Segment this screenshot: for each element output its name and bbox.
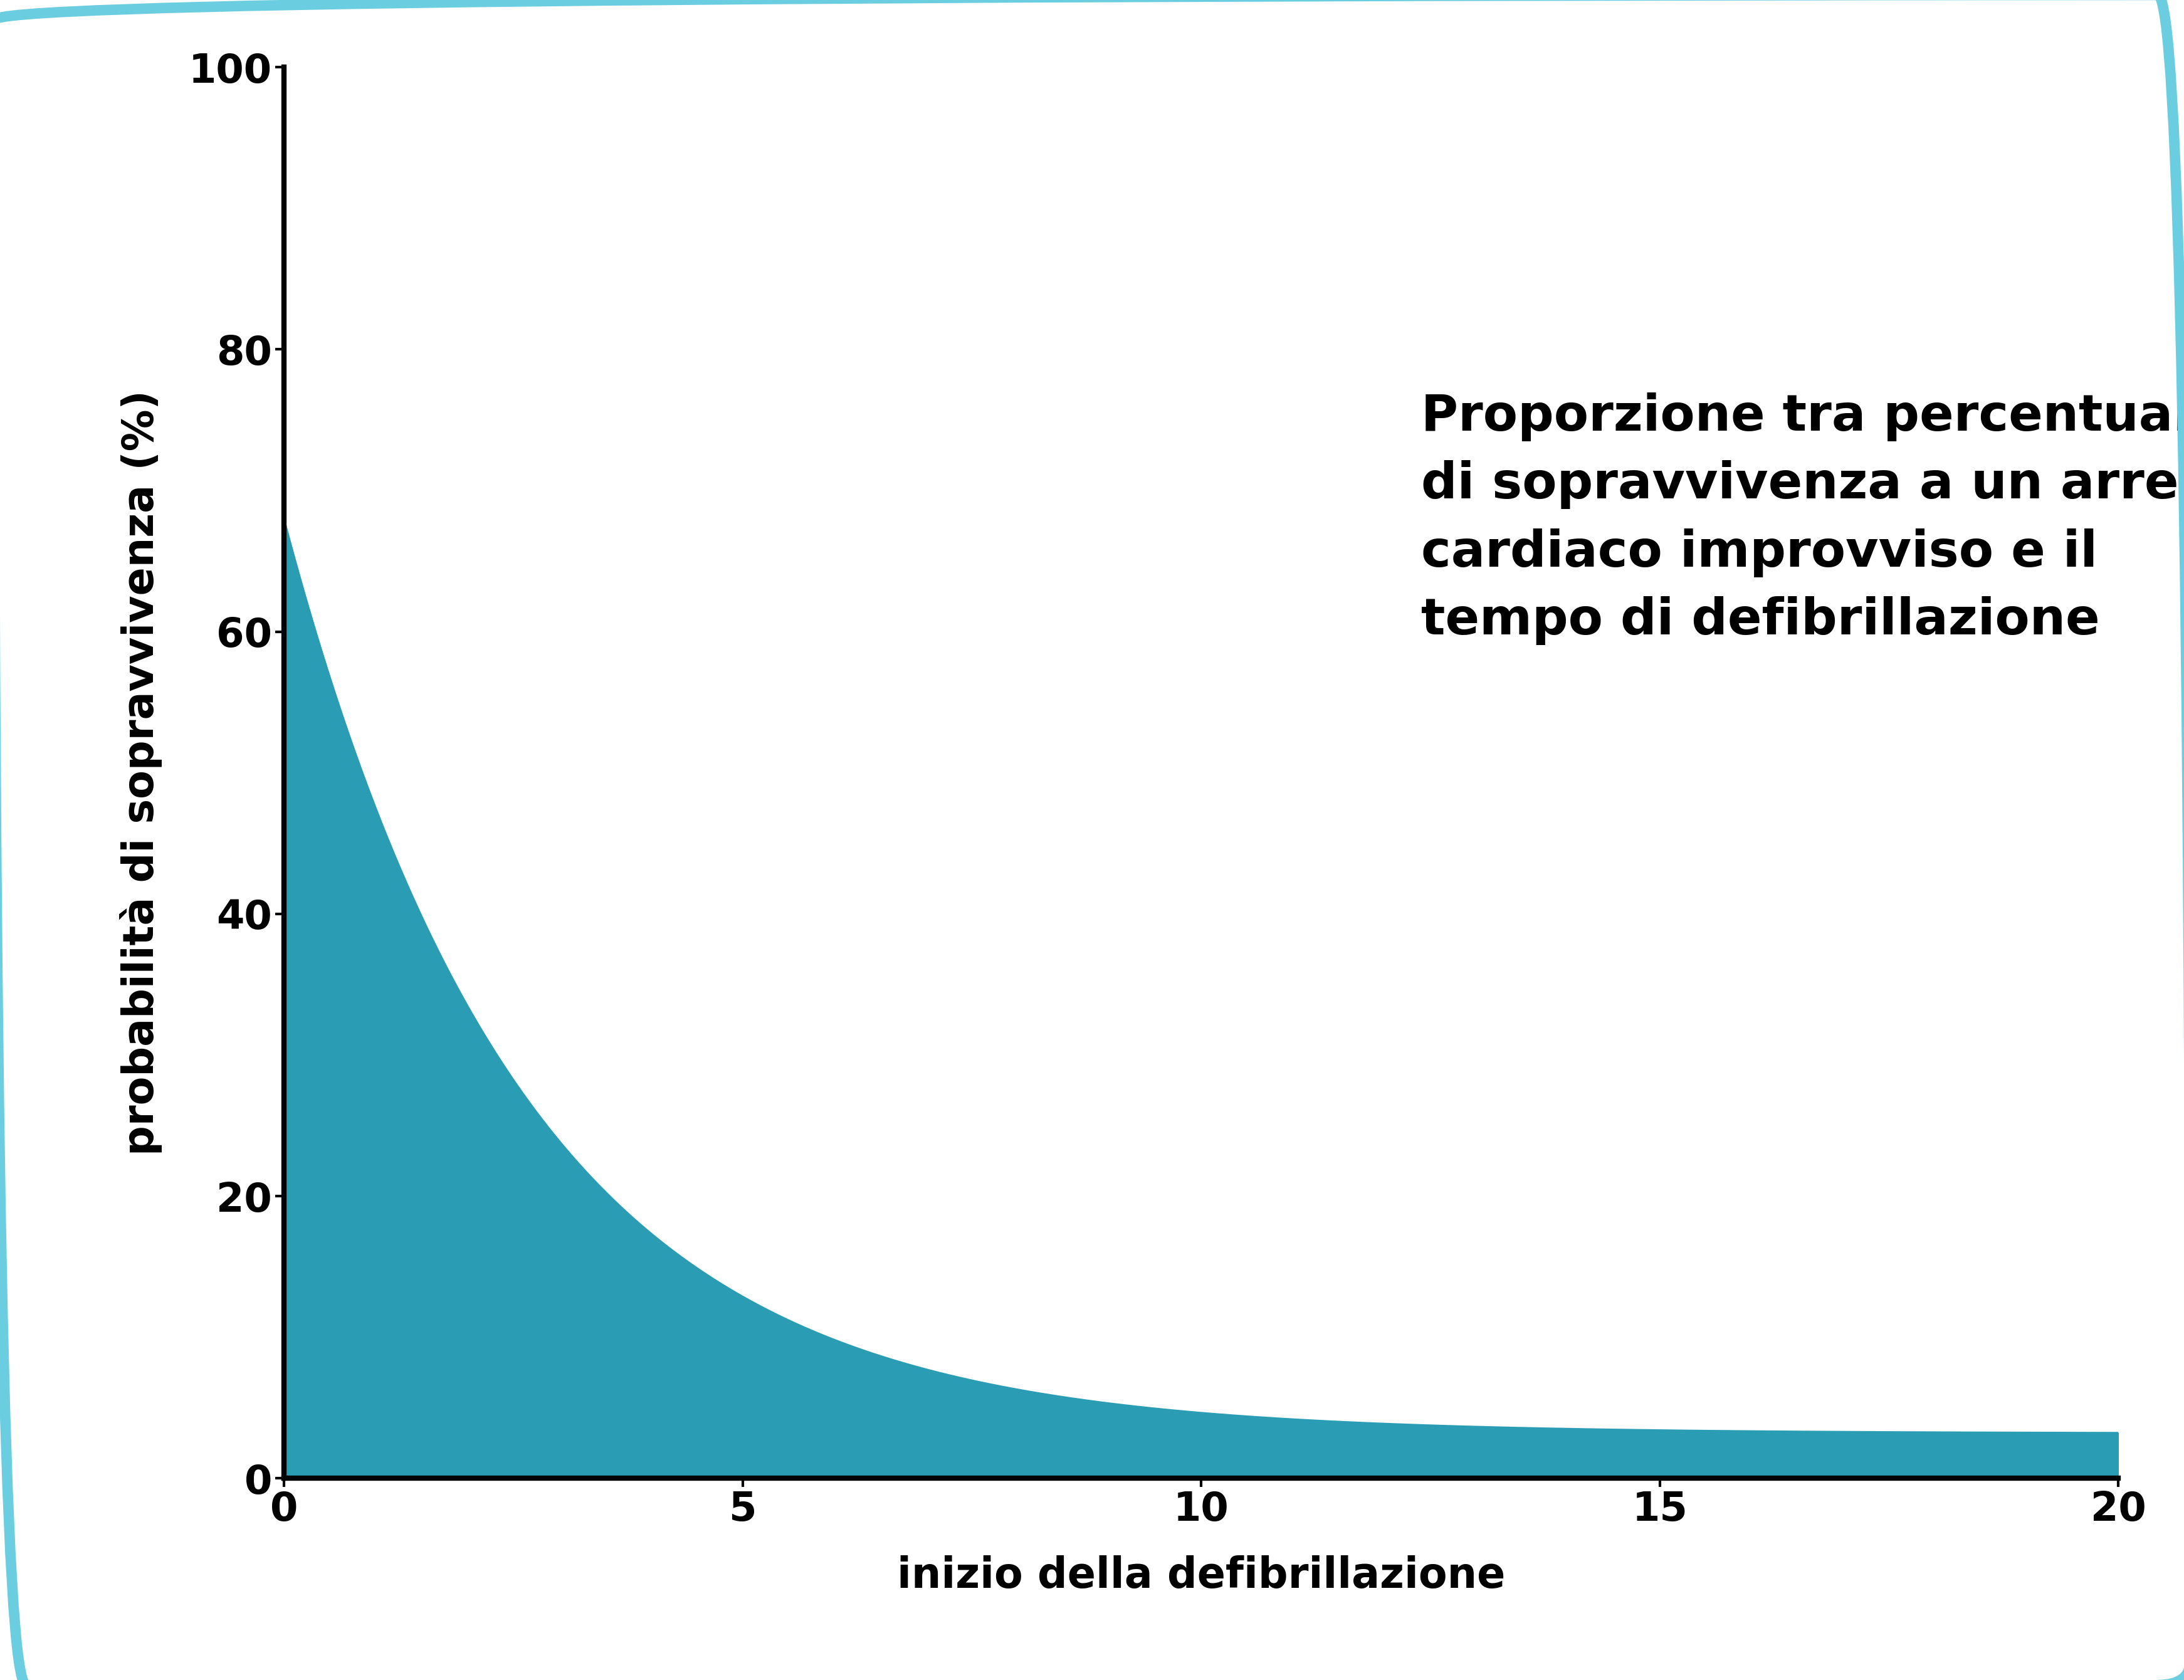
Y-axis label: probabilità di sopravvivenza (%): probabilità di sopravvivenza (%) bbox=[120, 390, 162, 1156]
X-axis label: inizio della defibrillazione: inizio della defibrillazione bbox=[898, 1556, 1505, 1596]
Text: Proporzione tra percentuale
di sopravvivenza a un arresto
cardiaco improvviso e : Proporzione tra percentuale di sopravviv… bbox=[1422, 393, 2184, 645]
